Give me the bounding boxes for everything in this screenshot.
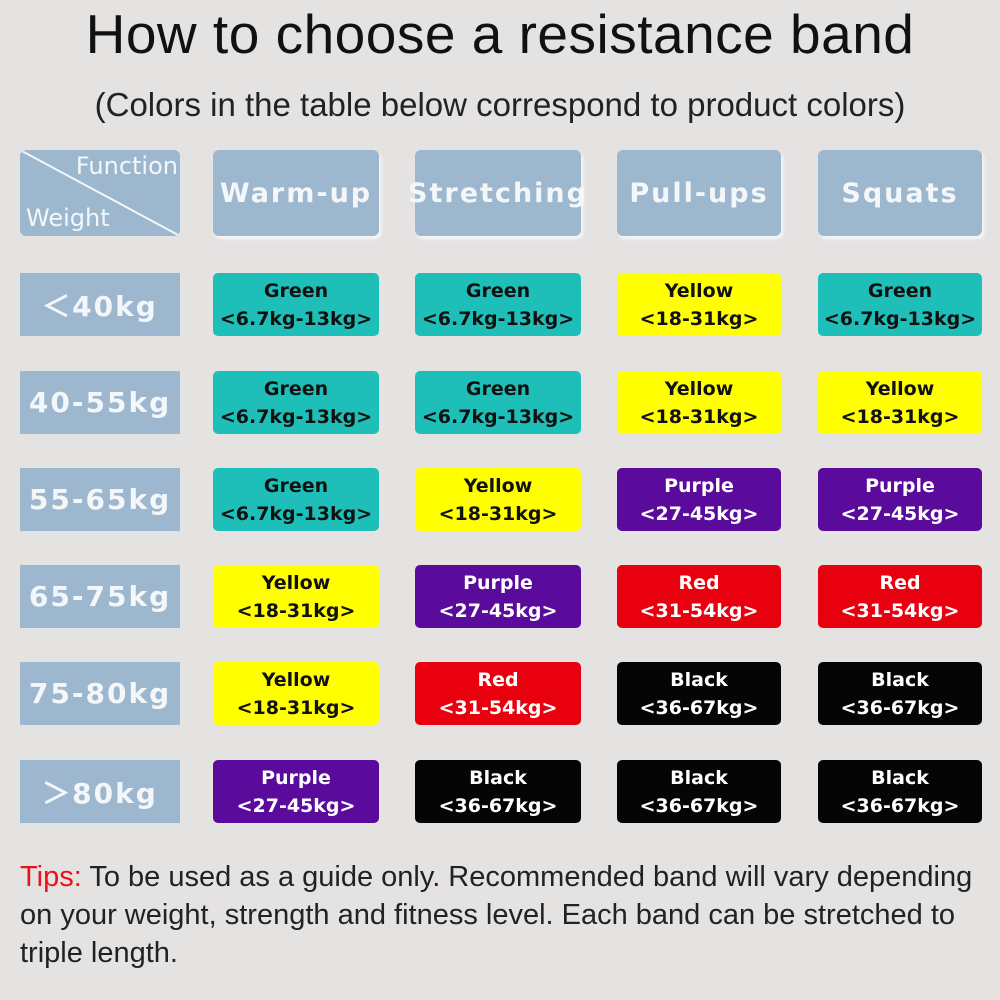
- band-name: Red: [477, 668, 519, 691]
- band-cell: Black <36-67kg>: [617, 662, 781, 725]
- column-header: Squats: [818, 150, 982, 236]
- weight-label: ＞80kg: [20, 760, 180, 823]
- band-name: Black: [469, 766, 527, 789]
- band-name: Yellow: [463, 474, 533, 497]
- band-name: Purple: [865, 474, 935, 497]
- corner-top: Function: [75, 152, 178, 180]
- band-cell: Green <6.7kg-13kg>: [213, 468, 379, 531]
- band-range: <27-45kg>: [438, 599, 558, 622]
- column-header: Warm-up: [213, 150, 379, 236]
- band-cell: Yellow <18-31kg>: [617, 273, 781, 336]
- band-cell: Green <6.7kg-13kg>: [415, 273, 581, 336]
- band-cell: Red <31-54kg>: [415, 662, 581, 725]
- band-range: <36-67kg>: [438, 794, 558, 817]
- band-range: <18-31kg>: [236, 599, 356, 622]
- band-cell: Yellow <18-31kg>: [617, 371, 781, 434]
- band-name: Yellow: [261, 571, 331, 594]
- band-range: <6.7kg-13kg>: [823, 307, 977, 330]
- band-name: Black: [670, 766, 728, 789]
- column-header: Pull-ups: [617, 150, 781, 236]
- band-range: <27-45kg>: [236, 794, 356, 817]
- band-cell: Green <6.7kg-13kg>: [818, 273, 982, 336]
- band-name: Green: [263, 377, 329, 400]
- band-name: Yellow: [261, 668, 331, 691]
- band-name: Purple: [463, 571, 533, 594]
- band-cell: Green <6.7kg-13kg>: [415, 371, 581, 434]
- weight-label: 55-65kg: [20, 468, 180, 531]
- weight-label: ＜40kg: [20, 273, 180, 336]
- band-range: <36-67kg>: [639, 696, 759, 719]
- band-range: <6.7kg-13kg>: [219, 502, 373, 525]
- band-name: Green: [263, 279, 329, 302]
- band-range: <27-45kg>: [840, 502, 960, 525]
- title: How to choose a resistance band: [85, 3, 915, 65]
- band-name: Green: [465, 279, 531, 302]
- band-range: <6.7kg-13kg>: [219, 405, 373, 428]
- band-cell: Green <6.7kg-13kg>: [213, 371, 379, 434]
- band-range: <31-54kg>: [438, 696, 558, 719]
- band-name: Green: [465, 377, 531, 400]
- band-name: Purple: [664, 474, 734, 497]
- band-range: <36-67kg>: [840, 696, 960, 719]
- band-name: Red: [678, 571, 720, 594]
- weight-label: 65-75kg: [20, 565, 180, 628]
- band-name: Red: [879, 571, 921, 594]
- band-cell: Black <36-67kg>: [415, 760, 581, 823]
- band-range: <18-31kg>: [236, 696, 356, 719]
- subtitle: (Colors in the table below correspond to…: [94, 86, 906, 123]
- band-cell: Yellow <18-31kg>: [213, 662, 379, 725]
- band-cell: Purple <27-45kg>: [818, 468, 982, 531]
- band-cell: Purple <27-45kg>: [213, 760, 379, 823]
- tips: Tips: To be used as a guide only. Recomm…: [20, 858, 980, 972]
- column-header: Stretching: [408, 150, 586, 236]
- band-cell: Green <6.7kg-13kg>: [213, 273, 379, 336]
- band-range: <6.7kg-13kg>: [219, 307, 373, 330]
- band-name: Purple: [261, 766, 331, 789]
- corner-header: Function Weight: [20, 150, 180, 236]
- band-cell: Red <31-54kg>: [818, 565, 982, 628]
- weight-label: 75-80kg: [20, 662, 180, 725]
- band-range: <6.7kg-13kg>: [421, 405, 575, 428]
- band-range: <36-67kg>: [840, 794, 960, 817]
- band-range: <18-31kg>: [639, 405, 759, 428]
- tips-text: To be used as a guide only. Recommended …: [20, 861, 973, 969]
- band-range: <31-54kg>: [840, 599, 960, 622]
- band-name: Black: [871, 766, 929, 789]
- band-cell: Black <36-67kg>: [617, 760, 781, 823]
- band-name: Green: [263, 474, 329, 497]
- band-range: <18-31kg>: [639, 307, 759, 330]
- corner-bottom: Weight: [26, 204, 110, 232]
- diagonal: [20, 150, 180, 236]
- band-cell: Yellow <18-31kg>: [213, 565, 379, 628]
- band-range: <18-31kg>: [438, 502, 558, 525]
- band-name: Yellow: [664, 377, 734, 400]
- band-cell: Purple <27-45kg>: [617, 468, 781, 531]
- band-range: <27-45kg>: [639, 502, 759, 525]
- band-cell: Yellow <18-31kg>: [818, 371, 982, 434]
- band-range: <6.7kg-13kg>: [421, 307, 575, 330]
- band-cell: Red <31-54kg>: [617, 565, 781, 628]
- band-cell: Yellow <18-31kg>: [415, 468, 581, 531]
- band-name: Black: [871, 668, 929, 691]
- band-cell: Black <36-67kg>: [818, 662, 982, 725]
- band-range: <18-31kg>: [840, 405, 960, 428]
- band-name: Green: [867, 279, 933, 302]
- band-range: <31-54kg>: [639, 599, 759, 622]
- band-cell: Purple <27-45kg>: [415, 565, 581, 628]
- band-name: Yellow: [664, 279, 734, 302]
- band-cell: Black <36-67kg>: [818, 760, 982, 823]
- band-name: Yellow: [865, 377, 935, 400]
- weight-label: 40-55kg: [20, 371, 180, 434]
- band-name: Black: [670, 668, 728, 691]
- band-range: <36-67kg>: [639, 794, 759, 817]
- tips-label: Tips:: [20, 861, 82, 893]
